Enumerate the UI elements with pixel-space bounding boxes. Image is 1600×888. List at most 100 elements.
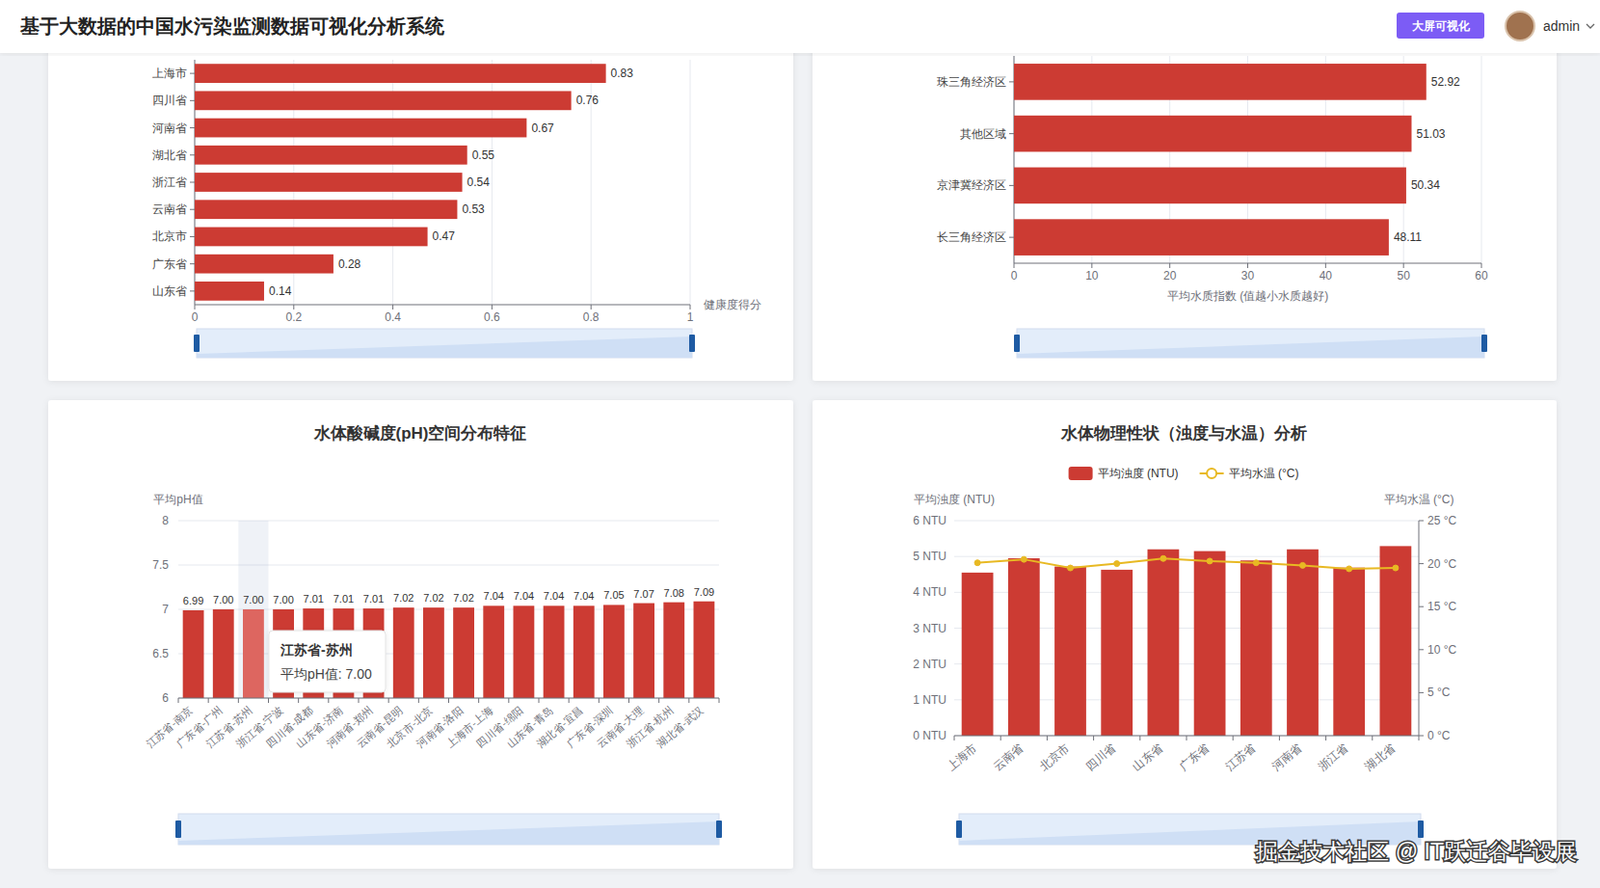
slider-handle[interactable]: [716, 820, 722, 838]
tick-mark: [1091, 263, 1093, 268]
category-label: 湖北省: [1361, 741, 1398, 774]
screen-button[interactable]: 大屏可视化: [1396, 12, 1485, 39]
chart-title: 水体酸碱度(pH)空间分布特征: [313, 424, 528, 443]
tick-mark: [1093, 735, 1094, 741]
bar: [194, 227, 428, 247]
tick-mark: [1418, 606, 1424, 608]
data-label: 0.55: [472, 148, 496, 162]
tick-mark: [189, 154, 195, 156]
slider-handle[interactable]: [689, 334, 695, 352]
data-zoom-slider[interactable]: [193, 328, 695, 358]
slider-handle[interactable]: [1013, 334, 1020, 352]
bar: [1333, 567, 1365, 736]
data-label: 7.00: [242, 593, 264, 606]
slider-handle[interactable]: [1417, 820, 1424, 838]
bars: [1013, 63, 1427, 256]
bar: [633, 603, 655, 698]
axis-title: 平均水温 (°C): [1384, 492, 1455, 507]
slider-handle[interactable]: [175, 820, 182, 838]
tick-label: 10 °C: [1427, 642, 1457, 657]
tick-label: 50: [1396, 268, 1411, 283]
tooltip: 江苏省-苏州平均pH值: 7.00: [268, 630, 386, 693]
bar: [1380, 545, 1413, 736]
slider-handle[interactable]: [193, 334, 200, 352]
category-label: 江苏省: [1223, 741, 1259, 774]
tick-label: 60: [1474, 268, 1489, 283]
data-label: 7.07: [633, 587, 654, 600]
hover-band: [238, 520, 268, 698]
tick-mark: [392, 304, 394, 310]
bar: [603, 604, 625, 698]
slider-track: [196, 328, 693, 358]
data-label: 7.02: [453, 591, 474, 604]
tick-mark: [1000, 735, 1002, 741]
category-label: 上海市: [152, 66, 187, 80]
chart-title: 水体物理性状（浊度与水温）分析: [1060, 424, 1307, 443]
tick-mark: [189, 263, 195, 265]
slider-shadow: [1016, 336, 1485, 358]
legend-marker: [1206, 468, 1217, 479]
tick-label: 1: [687, 310, 694, 324]
tick-mark: [189, 209, 195, 211]
tick-mark: [189, 73, 195, 75]
data-zoom-slider[interactable]: [175, 813, 722, 845]
tick-mark: [507, 697, 509, 703]
bar: [1008, 558, 1040, 736]
data-label: 7.01: [363, 592, 384, 605]
data-label: 7.02: [423, 591, 444, 604]
button-bg[interactable]: [1396, 12, 1485, 39]
data-label: 7.02: [393, 591, 414, 604]
tick-mark: [628, 697, 630, 703]
tick-mark: [954, 735, 956, 741]
tick-label: 7.5: [152, 558, 169, 572]
category-label: 四川省: [1083, 741, 1120, 774]
tick-mark: [189, 100, 195, 102]
tick-mark: [194, 304, 196, 310]
tick-label: 0.8: [583, 310, 600, 324]
tick-mark: [418, 697, 420, 703]
caret[interactable]: [1586, 24, 1595, 28]
slider-track: [1016, 328, 1485, 358]
bar: [1013, 218, 1389, 256]
bar: [1240, 560, 1273, 736]
tick-label: 40: [1319, 268, 1334, 283]
chart: 0 NTU1 NTU2 NTU3 NTU4 NTU5 NTU6 NTU0 °C5…: [912, 492, 1457, 774]
background: [0, 0, 1600, 888]
bar: [1054, 566, 1087, 736]
x-axis-line: [1013, 263, 1482, 265]
user-name[interactable]: admin: [1543, 18, 1580, 34]
tick-mark: [590, 304, 592, 310]
data-label: 0.54: [467, 175, 491, 189]
legend-item[interactable]: 平均水温 (°C): [1200, 466, 1300, 480]
tick-mark: [1139, 735, 1141, 741]
bars: [183, 601, 716, 698]
header-bar: [0, 0, 1600, 54]
point: [1346, 565, 1353, 572]
button-label[interactable]: 大屏可视化: [1412, 19, 1471, 33]
tick-mark: [1325, 263, 1327, 268]
slider-handle[interactable]: [1481, 334, 1488, 352]
page: 00.20.40.60.81上海市四川省河南省湖北省浙江省云南省北京市广东省山东…: [0, 0, 1600, 888]
slider-handle[interactable]: [956, 820, 962, 838]
bar: [194, 281, 265, 301]
tick-label: 20: [1163, 268, 1177, 283]
point: [974, 560, 981, 566]
data-zoom-slider[interactable]: [1013, 328, 1488, 358]
tick-label: 1 NTU: [912, 693, 947, 707]
category-label: 珠三角经济区: [936, 75, 1007, 89]
tick-mark: [1418, 562, 1424, 564]
tick-mark: [1046, 735, 1048, 741]
data-label: 0.47: [432, 229, 456, 243]
bar: [1147, 549, 1180, 736]
tick-mark: [1481, 263, 1483, 268]
page-title: 基于大数据的中国水污染监测数据可视化分析系统: [19, 15, 446, 37]
bar: [693, 601, 716, 698]
tick-label: 0.4: [384, 310, 401, 324]
legend-item[interactable]: 平均浊度 (NTU): [1068, 466, 1179, 480]
tick-mark: [327, 697, 329, 703]
legend: 平均浊度 (NTU) 平均水温 (°C): [1068, 466, 1300, 480]
grid-line: [1481, 55, 1483, 264]
avatar[interactable]: [1505, 11, 1535, 41]
grid-line: [690, 59, 692, 305]
tooltip-box: [268, 630, 386, 693]
